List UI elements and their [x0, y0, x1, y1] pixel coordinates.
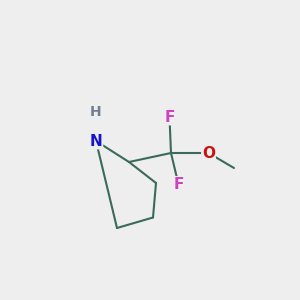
Text: O: O: [202, 146, 215, 160]
Text: F: F: [164, 110, 175, 124]
Text: H: H: [90, 105, 102, 118]
Text: N: N: [90, 134, 102, 148]
Text: F: F: [173, 177, 184, 192]
